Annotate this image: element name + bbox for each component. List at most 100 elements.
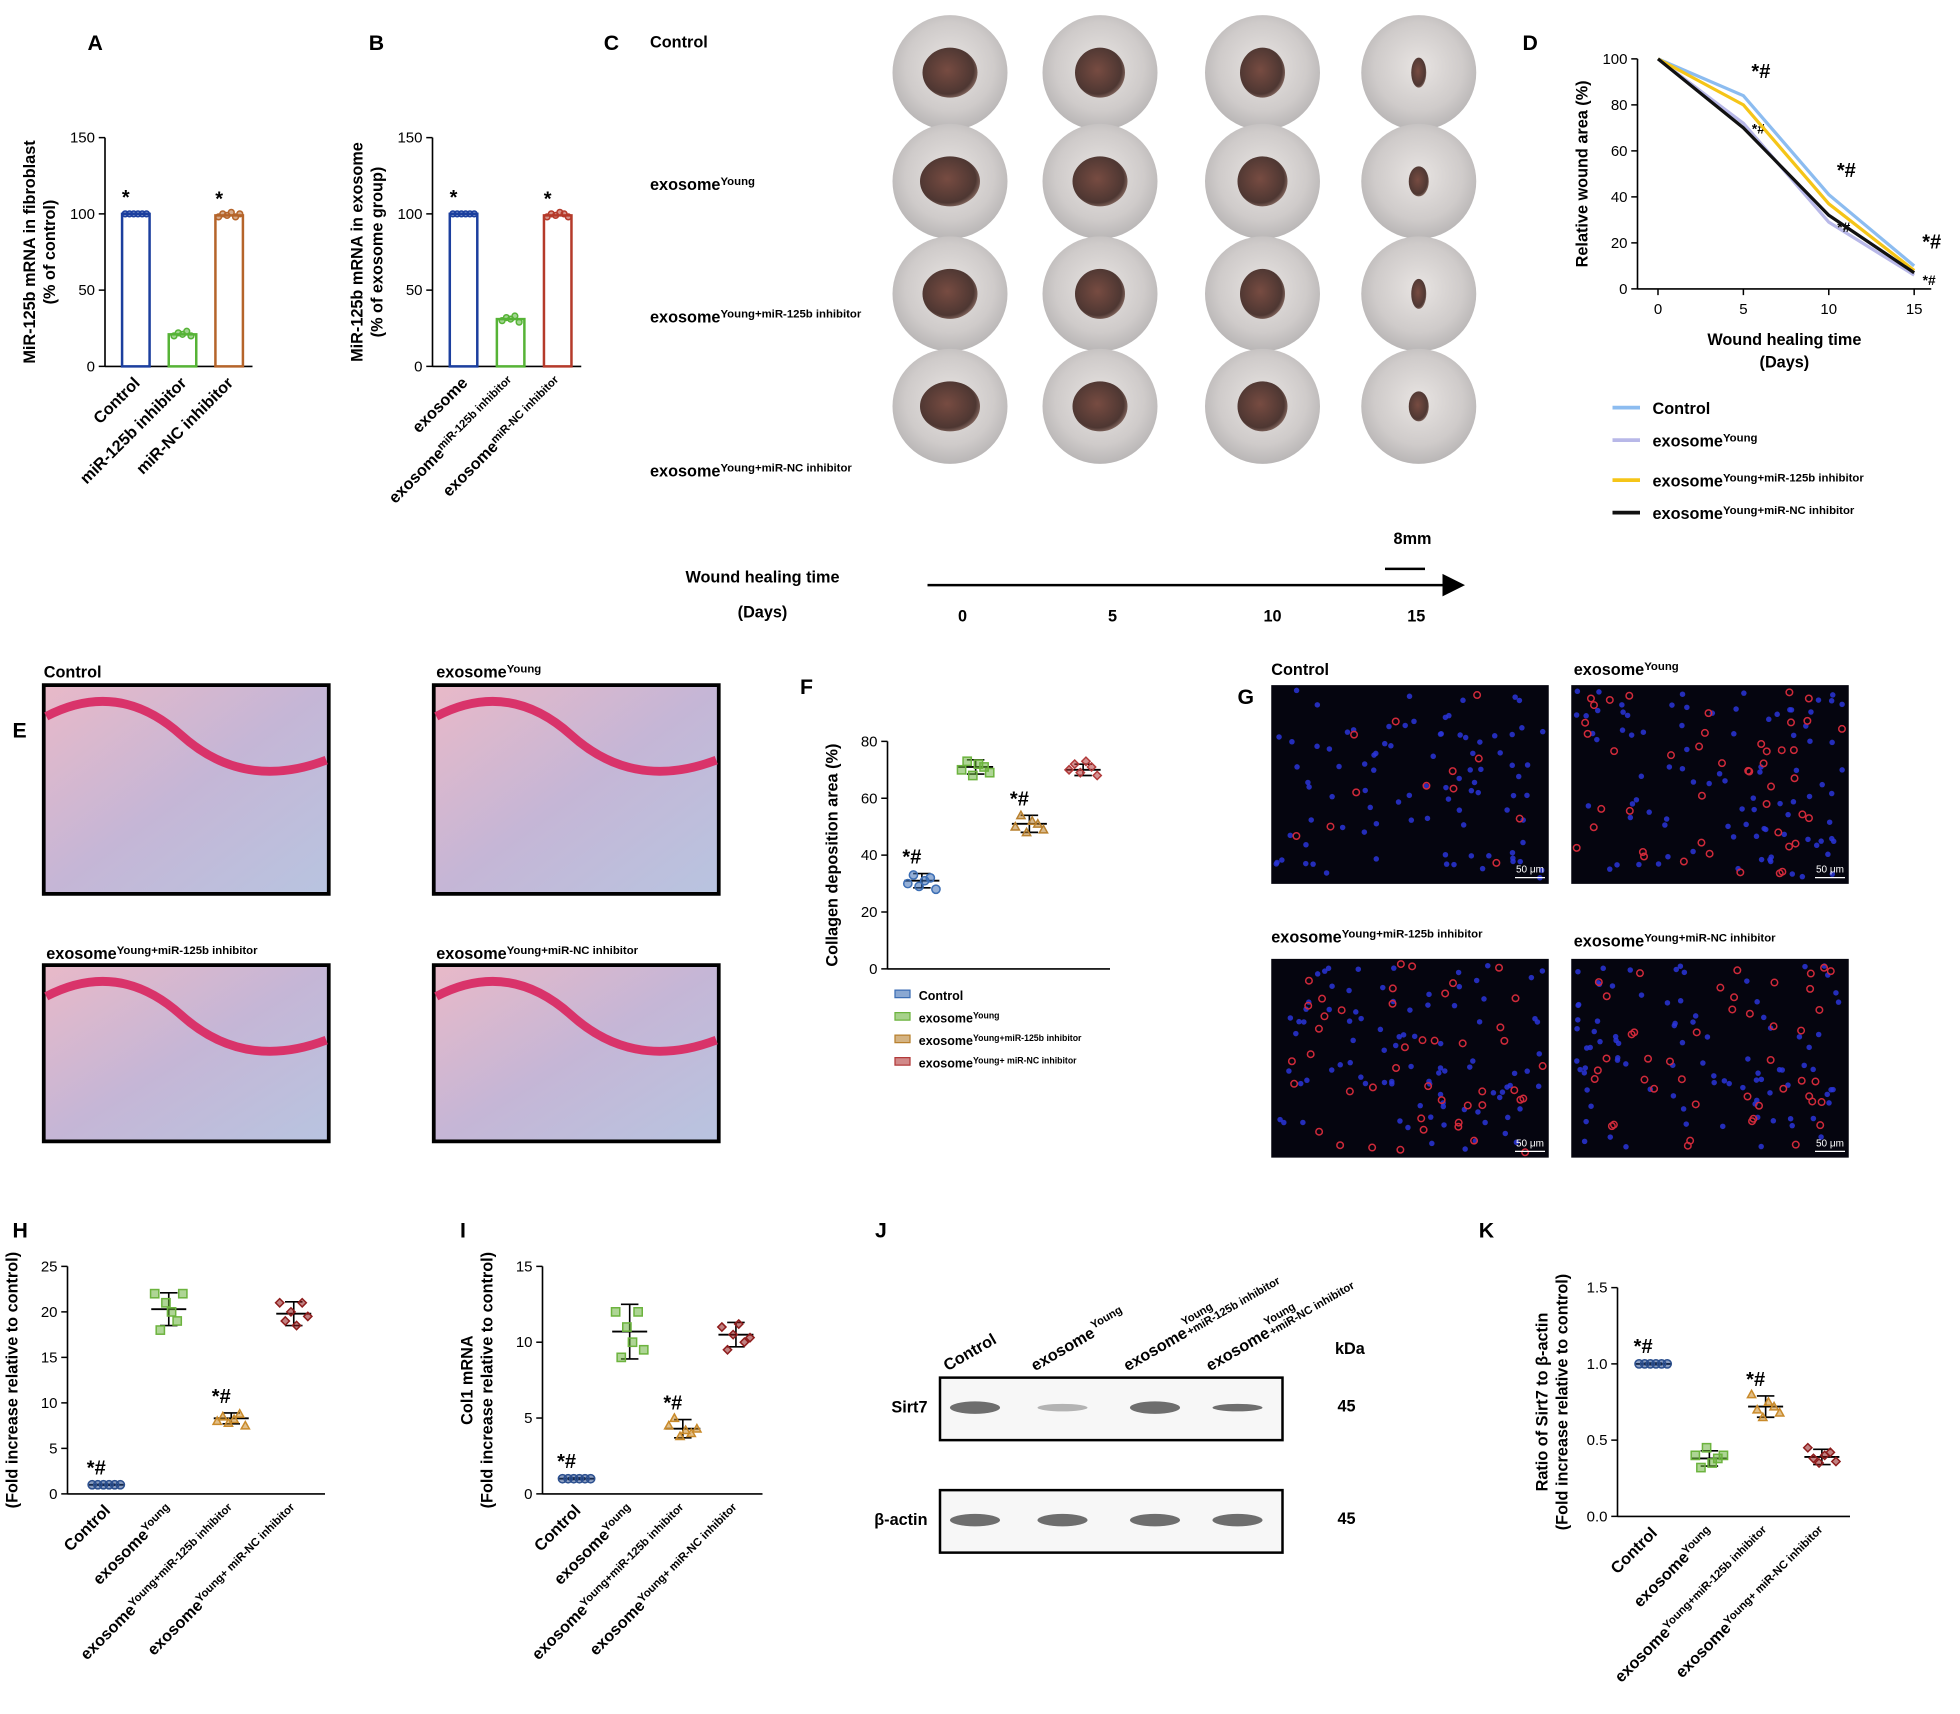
stain (1396, 960, 1405, 969)
stain (1625, 806, 1634, 815)
nucleus (1408, 1063, 1414, 1070)
stain (1816, 1121, 1825, 1130)
y-tick-label: 0 (524, 1486, 532, 1503)
nucleus (1824, 1091, 1830, 1098)
nucleus (1743, 821, 1749, 828)
stain (1785, 688, 1794, 697)
nucleus (1524, 792, 1530, 799)
legend-label: Control (1653, 400, 1711, 418)
nucleus (1440, 1103, 1447, 1110)
time-axis-title: Wound healing time (685, 569, 839, 587)
x-axis-label: (Days) (1760, 354, 1810, 372)
nucleus (1818, 838, 1824, 844)
stain (1757, 739, 1766, 748)
y-tick-label: 0 (49, 1486, 57, 1503)
nucleus (1677, 963, 1684, 969)
stain (1686, 1136, 1695, 1145)
y-axis-label: α-SMA mRNA (0, 1327, 2, 1432)
nucleus (1575, 1001, 1582, 1008)
x-tick-label: exosomeYoung+ miR-NC inhibitor (144, 1501, 302, 1659)
stain (1789, 746, 1798, 755)
y-tick-label: 0.0 (1587, 1508, 1608, 1525)
legend-label-base: exosome (919, 1034, 973, 1048)
nucleus (1665, 853, 1671, 860)
nucleus (1504, 807, 1510, 813)
annotation: *# (1010, 788, 1029, 810)
epidermis (44, 977, 328, 1056)
wound (922, 268, 978, 319)
day-label: 0 (958, 607, 967, 625)
nucleus (1810, 1115, 1817, 1122)
histology-image (41, 963, 331, 1144)
nucleus (1583, 1045, 1590, 1051)
stain (1785, 842, 1794, 851)
nucleus (1722, 778, 1728, 784)
blot-band (1130, 1513, 1180, 1527)
nucleus (1407, 1007, 1413, 1013)
y-tick-label: 0.5 (1587, 1432, 1608, 1449)
nucleus (1669, 702, 1675, 708)
stain (1691, 1100, 1700, 1109)
day-label: 15 (1407, 607, 1425, 625)
nucleus (1673, 966, 1680, 973)
data-point (1690, 1450, 1701, 1461)
nucleus (1574, 688, 1581, 695)
wound (920, 381, 980, 432)
stain (1791, 839, 1800, 848)
nucleus (1517, 1106, 1523, 1112)
nucleus (1386, 723, 1392, 730)
data-point (967, 770, 978, 781)
fluorescence-label-sup: Young (1644, 661, 1679, 673)
stain (1400, 1043, 1409, 1052)
stain (1496, 1023, 1505, 1032)
data-point (161, 1297, 171, 1308)
stain (1769, 1022, 1778, 1031)
nucleus (1406, 792, 1413, 799)
legend-label: exosomeYoung (1653, 432, 1758, 450)
data-point (616, 1352, 627, 1363)
y-tick-label: 25 (41, 1258, 58, 1275)
legend-label: exosomeYoung+miR-125b inhibitor (919, 1033, 1082, 1048)
annotation: * (450, 187, 458, 209)
data-point (115, 1479, 126, 1490)
nucleus (1663, 816, 1670, 822)
wound (1237, 381, 1288, 432)
stain (1605, 695, 1614, 704)
histology-image (431, 683, 721, 896)
histology-label-sup: Young (507, 664, 542, 676)
nucleus (1679, 691, 1686, 697)
nucleus (1573, 712, 1580, 718)
x-tick-label-sup: Young (600, 1501, 633, 1534)
histology-label: exosomeYoung+miR-125b inhibitor (46, 945, 258, 963)
stain (1318, 994, 1327, 1003)
data-point (902, 878, 913, 889)
wound (1408, 391, 1429, 422)
nucleus (1750, 795, 1757, 801)
row-label-sup: Young+miR-125b inhibitor (720, 309, 861, 321)
blot-band (1037, 1403, 1088, 1412)
nucleus (1391, 965, 1397, 971)
data-point (274, 1297, 285, 1308)
nucleus (1624, 712, 1631, 719)
wound (1072, 156, 1128, 207)
annotation: *# (212, 1386, 231, 1408)
stain (1449, 979, 1458, 988)
row-label: Control (650, 34, 708, 52)
x-tick-label-sup: Young+ miR-NC inhibitor (636, 1501, 740, 1605)
data-point (228, 1413, 240, 1424)
row-label-base: Control (650, 34, 708, 52)
nucleus (1325, 965, 1332, 972)
stain (1419, 1125, 1428, 1134)
nucleus (1758, 856, 1765, 863)
y-tick-label: 60 (1611, 143, 1628, 160)
stain (1602, 992, 1611, 1001)
data-point (956, 764, 967, 775)
nucleus (1615, 1055, 1621, 1061)
nucleus (1509, 731, 1515, 738)
stain (1352, 788, 1361, 797)
nucleus (1751, 806, 1757, 813)
stain (1597, 804, 1606, 813)
nucleus (1457, 732, 1463, 738)
y-tick-label: 0 (414, 358, 422, 375)
nucleus (1277, 1116, 1283, 1123)
